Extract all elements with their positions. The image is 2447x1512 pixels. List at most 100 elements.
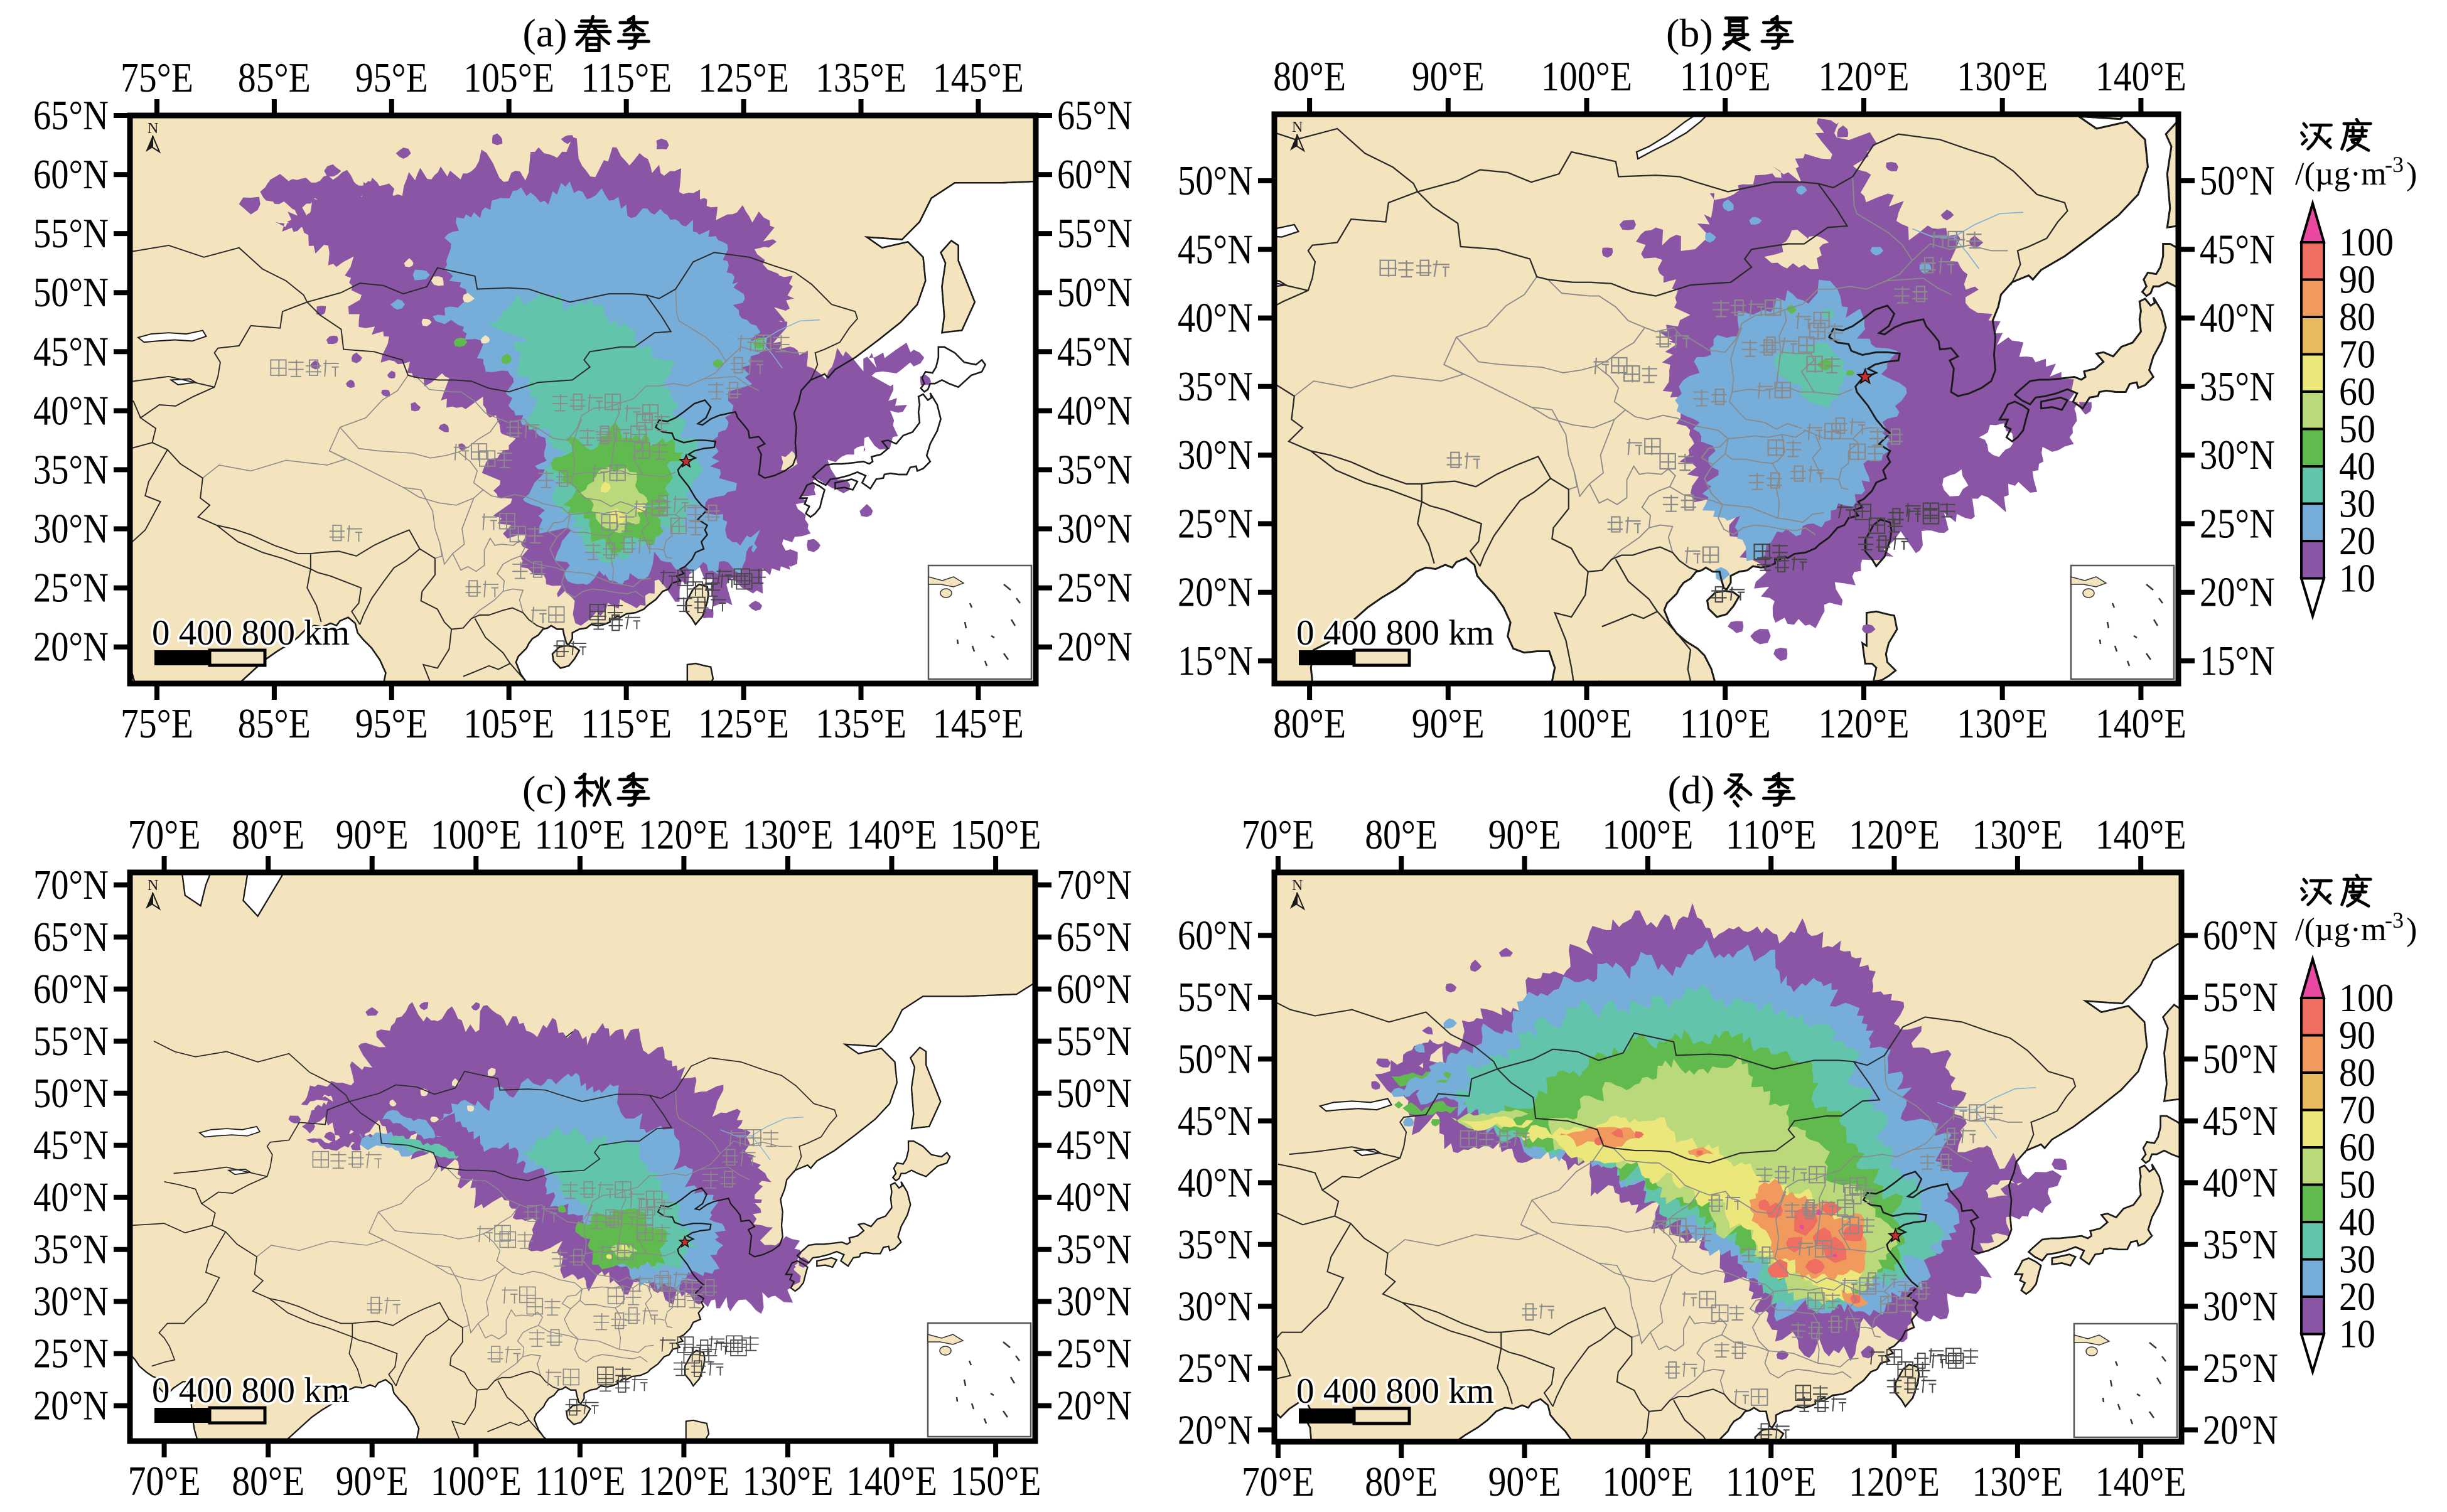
svg-text:(c): (c)	[522, 768, 567, 812]
svg-text:95°E: 95°E	[355, 55, 428, 101]
svg-text:110°E: 110°E	[1680, 53, 1771, 100]
svg-text:): )	[2406, 156, 2417, 192]
svg-text:110°E: 110°E	[534, 812, 625, 858]
svg-text:25°N: 25°N	[2203, 1345, 2278, 1391]
svg-text:85°E: 85°E	[238, 55, 311, 101]
svg-text:115°E: 115°E	[581, 700, 672, 747]
svg-text:120°E: 120°E	[1849, 812, 1940, 858]
svg-text:40°N: 40°N	[2200, 295, 2275, 341]
svg-text:140°E: 140°E	[2095, 700, 2186, 747]
svg-text:N: N	[1292, 119, 1303, 136]
svg-text:65°N: 65°N	[33, 92, 109, 139]
svg-text:50°N: 50°N	[33, 269, 109, 316]
svg-text:30°N: 30°N	[2200, 432, 2275, 478]
svg-text:/(µg·m: /(µg·m	[2295, 156, 2387, 192]
svg-text:45°N: 45°N	[33, 328, 109, 375]
svg-text:70°N: 70°N	[33, 862, 109, 908]
svg-text:55°N: 55°N	[1057, 210, 1132, 257]
svg-text:80°E: 80°E	[1273, 700, 1346, 747]
svg-text:35°N: 35°N	[1178, 1221, 1253, 1268]
svg-text:100: 100	[2339, 220, 2394, 264]
svg-text:45°N: 45°N	[33, 1122, 109, 1169]
svg-text:25°N: 25°N	[2200, 500, 2275, 547]
svg-text:40°N: 40°N	[33, 1174, 109, 1221]
svg-text:25°N: 25°N	[1057, 565, 1132, 611]
svg-text:20°N: 20°N	[2203, 1407, 2278, 1453]
svg-text:40°N: 40°N	[33, 387, 109, 434]
svg-text:40°N: 40°N	[1178, 295, 1253, 341]
svg-text:135°E: 135°E	[815, 55, 906, 101]
svg-text:130°E: 130°E	[743, 812, 834, 858]
svg-text:90: 90	[2339, 1013, 2375, 1058]
svg-text:20: 20	[2339, 1274, 2375, 1319]
svg-text:): )	[2406, 912, 2417, 948]
svg-text:0 400 800 km: 0 400 800 km	[152, 613, 350, 653]
svg-text:35°N: 35°N	[33, 446, 109, 493]
svg-text:55°N: 55°N	[33, 210, 109, 257]
svg-text:35°N: 35°N	[1178, 363, 1253, 410]
svg-text:50°N: 50°N	[1178, 158, 1253, 204]
svg-text:20°N: 20°N	[1178, 569, 1253, 616]
svg-text:80°E: 80°E	[1365, 1459, 1438, 1505]
svg-text:140°E: 140°E	[2095, 1459, 2186, 1505]
svg-text:110°E: 110°E	[534, 1458, 625, 1504]
svg-text:90°E: 90°E	[336, 812, 409, 858]
svg-text:90°E: 90°E	[336, 1458, 409, 1504]
svg-text:20: 20	[2339, 518, 2375, 563]
svg-text:60°N: 60°N	[33, 151, 109, 198]
svg-text:120°E: 120°E	[1819, 700, 1910, 747]
svg-text:130°E: 130°E	[1957, 700, 2048, 747]
svg-text:30°N: 30°N	[2203, 1283, 2278, 1329]
svg-text:70°E: 70°E	[1242, 812, 1315, 858]
svg-text:70: 70	[2339, 1088, 2375, 1132]
svg-text:120°E: 120°E	[1849, 1459, 1940, 1505]
svg-text:75°E: 75°E	[121, 700, 193, 747]
svg-text:60: 60	[2339, 369, 2375, 414]
svg-text:0 400 800 km: 0 400 800 km	[152, 1371, 350, 1410]
svg-text:35°N: 35°N	[2200, 363, 2275, 410]
svg-text:110°E: 110°E	[1680, 700, 1771, 747]
svg-text:40: 40	[2339, 1199, 2375, 1244]
svg-text:20°N: 20°N	[33, 624, 109, 670]
svg-text:30°N: 30°N	[1178, 1283, 1253, 1329]
svg-text:35°N: 35°N	[1057, 1226, 1132, 1273]
svg-text:N: N	[1292, 877, 1303, 894]
svg-text:N: N	[148, 877, 158, 894]
svg-text:55°N: 55°N	[1057, 1018, 1132, 1064]
svg-text:75°E: 75°E	[121, 55, 193, 101]
svg-text:80°E: 80°E	[232, 1458, 304, 1504]
svg-text:40°N: 40°N	[1057, 387, 1132, 434]
svg-text:100°E: 100°E	[1541, 53, 1632, 100]
svg-text:15°N: 15°N	[2200, 638, 2275, 684]
svg-text:140°E: 140°E	[2095, 812, 2186, 858]
svg-text:80°E: 80°E	[232, 812, 304, 858]
svg-text:80: 80	[2339, 294, 2375, 339]
svg-text:70°E: 70°E	[128, 1458, 201, 1504]
svg-text:40°N: 40°N	[1057, 1174, 1132, 1221]
svg-text:10: 10	[2339, 1312, 2375, 1356]
svg-text:25°N: 25°N	[1178, 500, 1253, 547]
svg-text:20°N: 20°N	[33, 1383, 109, 1429]
svg-text:70°E: 70°E	[128, 812, 201, 858]
svg-text:100: 100	[2339, 975, 2394, 1020]
svg-text:10: 10	[2339, 556, 2375, 601]
svg-text:60°N: 60°N	[33, 966, 109, 1012]
svg-text:130°E: 130°E	[1972, 1459, 2063, 1505]
svg-text:55°N: 55°N	[1178, 974, 1253, 1021]
svg-text:70°N: 70°N	[1057, 862, 1132, 908]
svg-text:45°N: 45°N	[2203, 1098, 2278, 1144]
svg-text:55°N: 55°N	[33, 1018, 109, 1064]
svg-text:N: N	[148, 121, 158, 137]
svg-text:40°N: 40°N	[2203, 1159, 2278, 1206]
svg-text:45°N: 45°N	[1178, 1098, 1253, 1144]
svg-text:80°E: 80°E	[1273, 53, 1346, 100]
svg-text:50°N: 50°N	[1178, 1036, 1253, 1082]
svg-text:50: 50	[2339, 1162, 2375, 1207]
svg-text:50: 50	[2339, 407, 2375, 451]
svg-text:130°E: 130°E	[1957, 53, 2048, 100]
svg-text:110°E: 110°E	[1726, 812, 1817, 858]
svg-text:70°E: 70°E	[1242, 1459, 1315, 1505]
svg-text:50°N: 50°N	[1057, 269, 1132, 316]
svg-text:115°E: 115°E	[581, 55, 672, 101]
svg-text:60: 60	[2339, 1125, 2375, 1169]
